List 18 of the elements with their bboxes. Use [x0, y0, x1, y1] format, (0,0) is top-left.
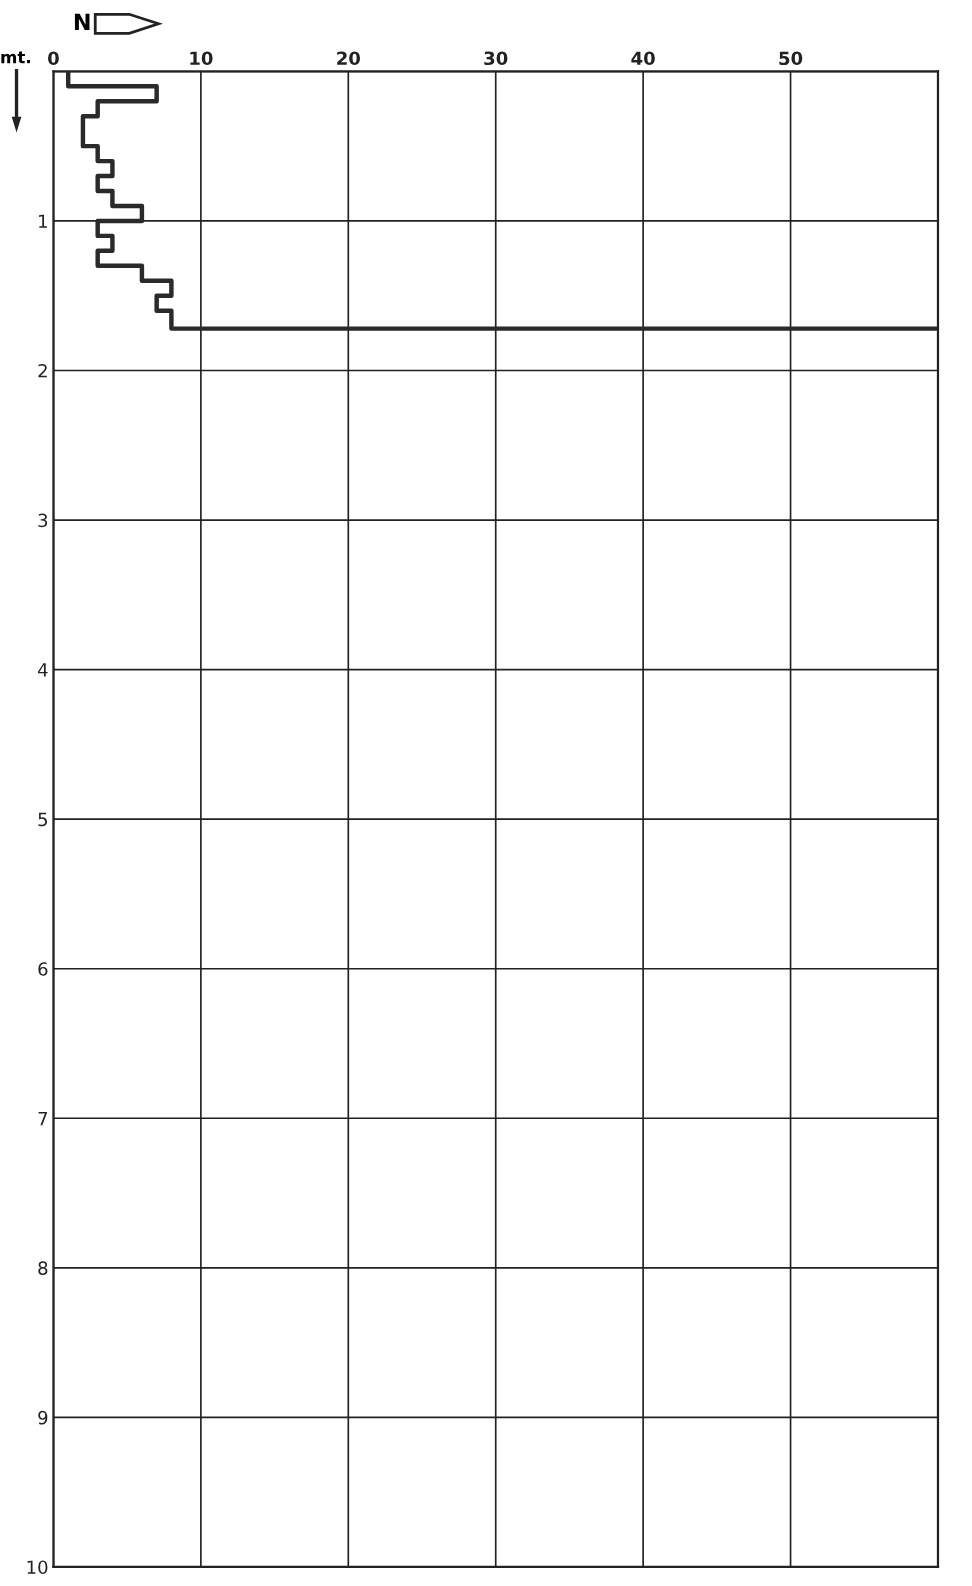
y-tick-label: 10	[27, 1560, 48, 1575]
y-tick-label: 9	[38, 1410, 48, 1425]
y-tick-label: 4	[37, 663, 48, 677]
y-tick-label: 6	[38, 962, 48, 976]
x-tick-label: 40	[631, 51, 655, 66]
y-tick-label: 5	[38, 812, 48, 827]
x-tick-label: 0	[48, 51, 59, 66]
x-tick-label: 30	[484, 51, 508, 66]
y-axis-title: mt.	[1, 51, 30, 64]
y-tick-label: 3	[38, 513, 48, 528]
y-tick-label: 7	[38, 1111, 48, 1126]
x-tick-label: 50	[779, 51, 803, 66]
x-axis-title: N	[74, 13, 90, 30]
y-tick-label: 8	[38, 1261, 48, 1275]
x-tick-label: 10	[190, 51, 213, 66]
y-tick-label: 2	[38, 363, 47, 378]
x-tick-label: 20	[337, 51, 360, 66]
y-tick-label: 1	[39, 214, 47, 228]
